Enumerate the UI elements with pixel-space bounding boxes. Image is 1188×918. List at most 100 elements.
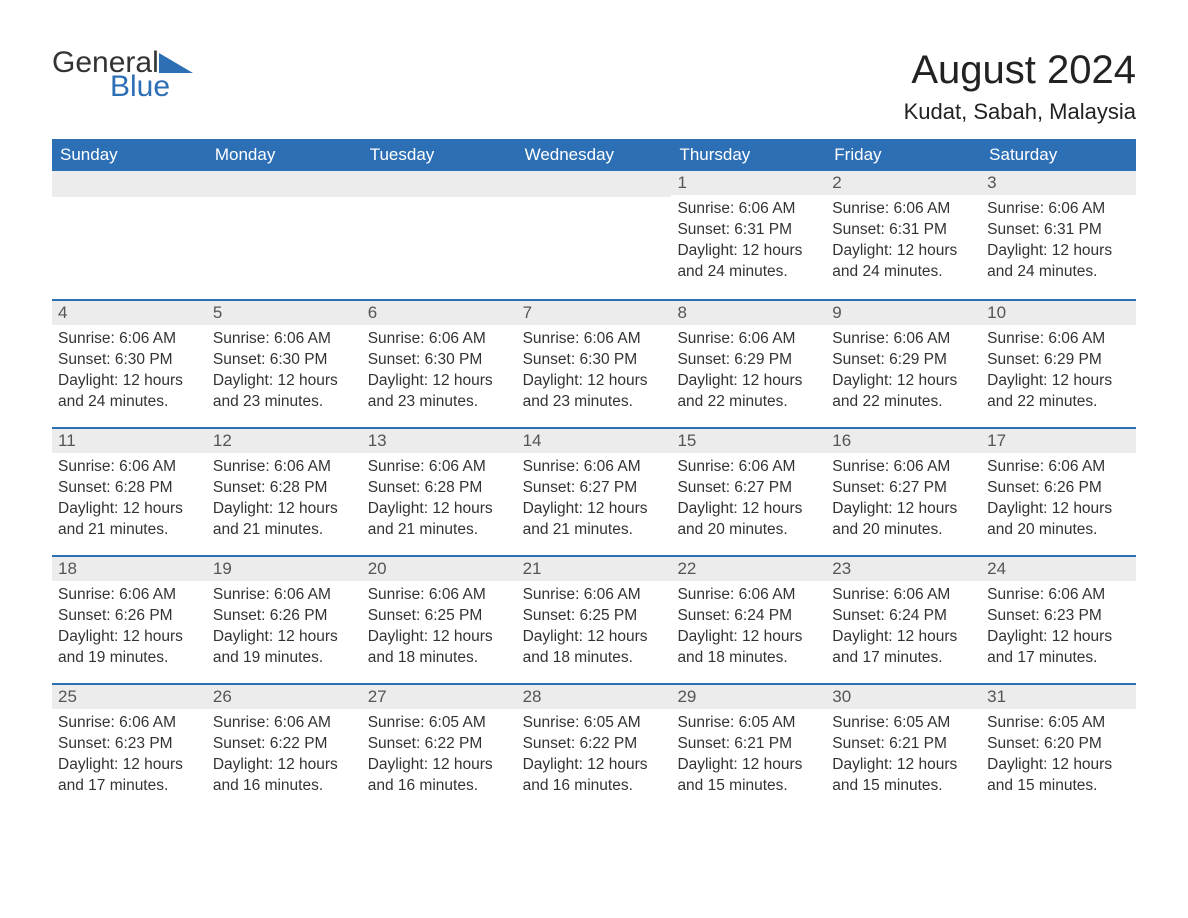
day-number: 30 [826,685,981,709]
sunrise-text: Sunrise: 6:06 AM [213,457,356,478]
sunset-text: Sunset: 6:21 PM [677,734,820,755]
day-number: 5 [207,301,362,325]
sunrise-text: Sunrise: 6:06 AM [987,457,1130,478]
sunrise-text: Sunrise: 6:06 AM [523,329,666,350]
day-cell: 28Sunrise: 6:05 AMSunset: 6:22 PMDayligh… [517,685,672,811]
day-body: Sunrise: 6:06 AMSunset: 6:26 PMDaylight:… [207,581,362,679]
sunset-text: Sunset: 6:23 PM [987,606,1130,627]
day-number: 6 [362,301,517,325]
day-cell: 22Sunrise: 6:06 AMSunset: 6:24 PMDayligh… [671,557,826,683]
sunset-text: Sunset: 6:26 PM [58,606,201,627]
sunset-text: Sunset: 6:26 PM [987,478,1130,499]
week-row: 4Sunrise: 6:06 AMSunset: 6:30 PMDaylight… [52,299,1136,427]
day-cell [517,171,672,299]
day-number: 12 [207,429,362,453]
day-body: Sunrise: 6:06 AMSunset: 6:28 PMDaylight:… [362,453,517,551]
title-block: August 2024 Kudat, Sabah, Malaysia [904,48,1136,125]
sunrise-text: Sunrise: 6:06 AM [523,585,666,606]
day-cell: 2Sunrise: 6:06 AMSunset: 6:31 PMDaylight… [826,171,981,299]
day-cell: 19Sunrise: 6:06 AMSunset: 6:26 PMDayligh… [207,557,362,683]
daylight-text: Daylight: 12 hours and 15 minutes. [832,755,975,797]
day-number: 2 [826,171,981,195]
weekday-header: Friday [826,139,981,171]
sunrise-text: Sunrise: 6:06 AM [368,585,511,606]
day-body: Sunrise: 6:06 AMSunset: 6:29 PMDaylight:… [826,325,981,423]
day-body: Sunrise: 6:06 AMSunset: 6:29 PMDaylight:… [981,325,1136,423]
daylight-text: Daylight: 12 hours and 21 minutes. [523,499,666,541]
sunrise-text: Sunrise: 6:06 AM [832,329,975,350]
sunset-text: Sunset: 6:22 PM [368,734,511,755]
empty-day-number [517,171,672,197]
daylight-text: Daylight: 12 hours and 22 minutes. [987,371,1130,413]
daylight-text: Daylight: 12 hours and 17 minutes. [58,755,201,797]
day-cell [362,171,517,299]
header: General Blue August 2024 Kudat, Sabah, M… [52,48,1136,125]
daylight-text: Daylight: 12 hours and 21 minutes. [368,499,511,541]
sunset-text: Sunset: 6:31 PM [677,220,820,241]
sunrise-text: Sunrise: 6:06 AM [58,457,201,478]
day-body: Sunrise: 6:06 AMSunset: 6:29 PMDaylight:… [671,325,826,423]
week-row: 25Sunrise: 6:06 AMSunset: 6:23 PMDayligh… [52,683,1136,811]
weekday-header: Sunday [52,139,207,171]
daylight-text: Daylight: 12 hours and 17 minutes. [987,627,1130,669]
weekday-header: Monday [207,139,362,171]
sunset-text: Sunset: 6:21 PM [832,734,975,755]
day-cell: 17Sunrise: 6:06 AMSunset: 6:26 PMDayligh… [981,429,1136,555]
sunrise-text: Sunrise: 6:05 AM [832,713,975,734]
sunrise-text: Sunrise: 6:06 AM [213,329,356,350]
day-body: Sunrise: 6:06 AMSunset: 6:23 PMDaylight:… [981,581,1136,679]
empty-day-number [362,171,517,197]
day-cell: 15Sunrise: 6:06 AMSunset: 6:27 PMDayligh… [671,429,826,555]
day-body: Sunrise: 6:06 AMSunset: 6:31 PMDaylight:… [981,195,1136,293]
daylight-text: Daylight: 12 hours and 20 minutes. [677,499,820,541]
day-number: 10 [981,301,1136,325]
week-row: 1Sunrise: 6:06 AMSunset: 6:31 PMDaylight… [52,171,1136,299]
daylight-text: Daylight: 12 hours and 17 minutes. [832,627,975,669]
sunset-text: Sunset: 6:22 PM [523,734,666,755]
sunrise-text: Sunrise: 6:06 AM [58,713,201,734]
day-body: Sunrise: 6:05 AMSunset: 6:22 PMDaylight:… [362,709,517,807]
day-cell: 3Sunrise: 6:06 AMSunset: 6:31 PMDaylight… [981,171,1136,299]
day-cell: 27Sunrise: 6:05 AMSunset: 6:22 PMDayligh… [362,685,517,811]
day-cell: 16Sunrise: 6:06 AMSunset: 6:27 PMDayligh… [826,429,981,555]
day-body: Sunrise: 6:06 AMSunset: 6:26 PMDaylight:… [52,581,207,679]
day-cell: 24Sunrise: 6:06 AMSunset: 6:23 PMDayligh… [981,557,1136,683]
weekday-header-row: Sunday Monday Tuesday Wednesday Thursday… [52,139,1136,171]
day-cell: 8Sunrise: 6:06 AMSunset: 6:29 PMDaylight… [671,301,826,427]
day-cell: 13Sunrise: 6:06 AMSunset: 6:28 PMDayligh… [362,429,517,555]
daylight-text: Daylight: 12 hours and 20 minutes. [832,499,975,541]
day-number: 26 [207,685,362,709]
weekday-header: Saturday [981,139,1136,171]
day-cell: 21Sunrise: 6:06 AMSunset: 6:25 PMDayligh… [517,557,672,683]
day-cell: 6Sunrise: 6:06 AMSunset: 6:30 PMDaylight… [362,301,517,427]
daylight-text: Daylight: 12 hours and 23 minutes. [213,371,356,413]
day-number: 3 [981,171,1136,195]
day-cell: 10Sunrise: 6:06 AMSunset: 6:29 PMDayligh… [981,301,1136,427]
day-body: Sunrise: 6:06 AMSunset: 6:31 PMDaylight:… [826,195,981,293]
logo: General Blue [52,48,193,102]
sunset-text: Sunset: 6:28 PM [58,478,201,499]
day-number: 23 [826,557,981,581]
daylight-text: Daylight: 12 hours and 15 minutes. [677,755,820,797]
day-body: Sunrise: 6:06 AMSunset: 6:25 PMDaylight:… [517,581,672,679]
weeks-container: 1Sunrise: 6:06 AMSunset: 6:31 PMDaylight… [52,171,1136,811]
day-cell: 7Sunrise: 6:06 AMSunset: 6:30 PMDaylight… [517,301,672,427]
sunset-text: Sunset: 6:25 PM [523,606,666,627]
sunrise-text: Sunrise: 6:06 AM [213,713,356,734]
sunset-text: Sunset: 6:20 PM [987,734,1130,755]
day-number: 7 [517,301,672,325]
day-body: Sunrise: 6:05 AMSunset: 6:22 PMDaylight:… [517,709,672,807]
daylight-text: Daylight: 12 hours and 23 minutes. [368,371,511,413]
sunrise-text: Sunrise: 6:06 AM [213,585,356,606]
day-cell: 30 Sunrise: 6:05 AMSunset: 6:21 PMDayligh… [826,685,981,811]
day-body: Sunrise: 6:06 AMSunset: 6:31 PMDaylight:… [671,195,826,293]
sunrise-text: Sunrise: 6:06 AM [677,585,820,606]
sunset-text: Sunset: 6:27 PM [523,478,666,499]
day-body: Sunrise: 6:06 AMSunset: 6:23 PMDaylight:… [52,709,207,807]
daylight-text: Daylight: 12 hours and 21 minutes. [58,499,201,541]
day-body: Sunrise: 6:06 AMSunset: 6:30 PMDaylight:… [362,325,517,423]
sunset-text: Sunset: 6:30 PM [368,350,511,371]
sunset-text: Sunset: 6:28 PM [213,478,356,499]
day-cell: 26Sunrise: 6:06 AMSunset: 6:22 PMDayligh… [207,685,362,811]
day-number: 8 [671,301,826,325]
